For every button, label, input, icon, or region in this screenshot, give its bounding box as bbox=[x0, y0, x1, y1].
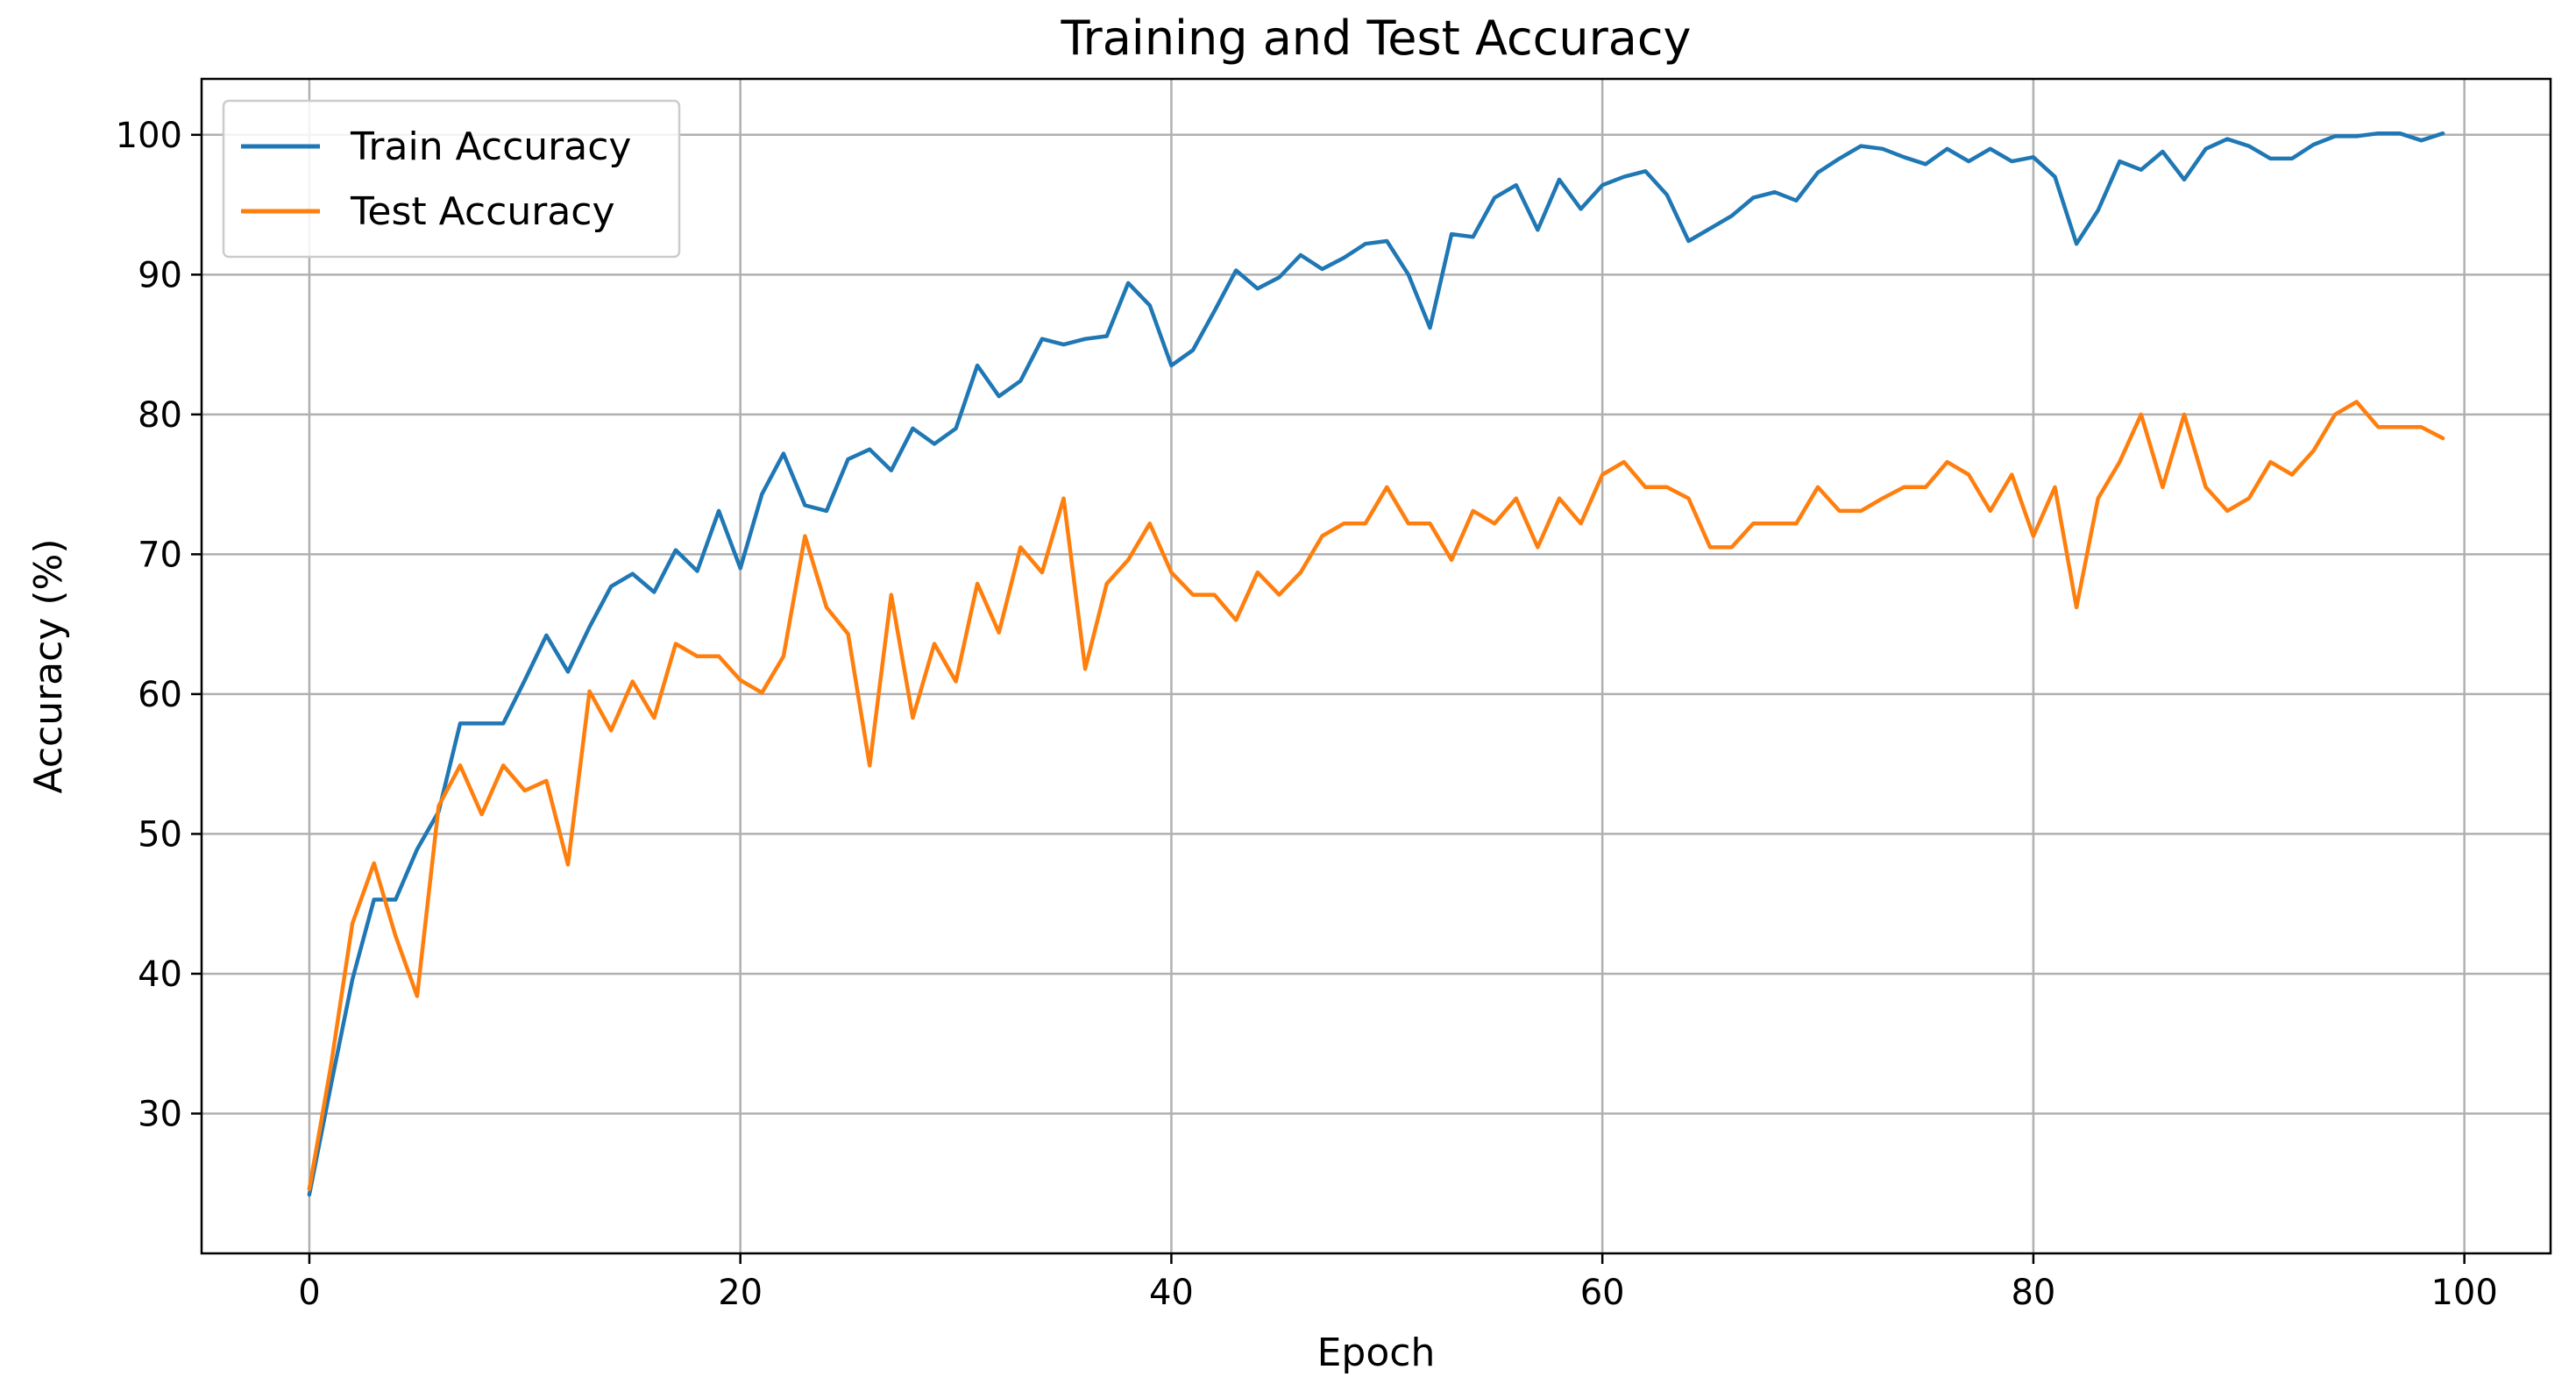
x-tick-label: 20 bbox=[718, 1273, 763, 1313]
x-tick-label: 100 bbox=[2431, 1273, 2497, 1313]
ticks: 0 20 40 60 80 100 30 40 50 60 70 80 90 100 bbox=[116, 116, 2498, 1313]
grid bbox=[202, 79, 2551, 1253]
series-layer bbox=[307, 131, 2445, 1197]
legend: Train Accuracy Test Accuracy bbox=[222, 99, 681, 259]
x-tick-label: 40 bbox=[1149, 1273, 1194, 1313]
legend-label: Train Accuracy bbox=[350, 124, 631, 169]
y-tick-label: 40 bbox=[138, 954, 182, 995]
y-tick-label: 100 bbox=[116, 116, 182, 156]
y-tick-label: 90 bbox=[138, 255, 182, 295]
x-tick-label: 80 bbox=[2011, 1273, 2055, 1313]
y-tick-label: 80 bbox=[138, 395, 182, 436]
x-axis-label: Epoch bbox=[1317, 1331, 1436, 1375]
x-tick-label: 0 bbox=[298, 1273, 320, 1313]
y-axis-label: Accuracy (%) bbox=[26, 538, 71, 793]
legend-box bbox=[222, 99, 681, 259]
chart-title: Training and Test Accuracy bbox=[1060, 11, 1691, 66]
y-tick-label: 50 bbox=[138, 814, 182, 855]
x-tick-label: 60 bbox=[1580, 1273, 1625, 1313]
y-tick-label: 60 bbox=[138, 675, 182, 715]
legend-label: Test Accuracy bbox=[350, 189, 615, 234]
axes-frame bbox=[200, 77, 2552, 1255]
series-line-test-accuracy bbox=[307, 400, 2445, 1191]
y-tick-label: 30 bbox=[138, 1094, 182, 1134]
y-tick-label: 70 bbox=[138, 535, 182, 575]
series-line-train-accuracy bbox=[307, 131, 2445, 1197]
